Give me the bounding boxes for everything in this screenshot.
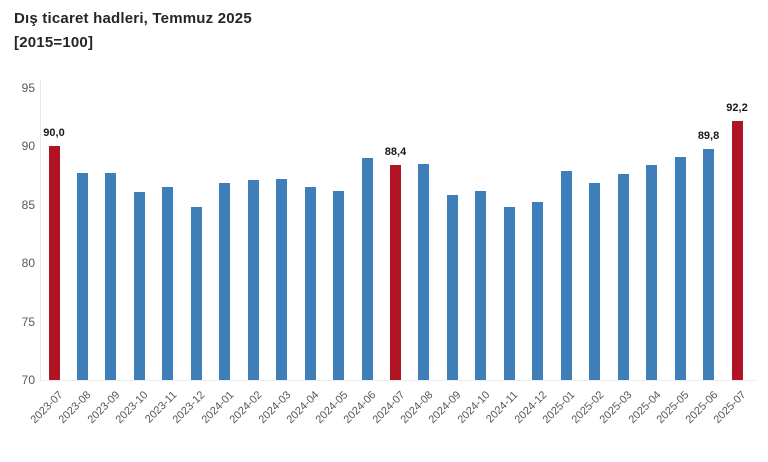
bar [674,156,686,380]
y-tick-label: 85 [21,197,35,212]
bar [361,158,373,380]
bar [76,173,88,380]
bar [105,173,117,380]
bar [731,120,743,380]
y-tick-label: 75 [21,314,35,329]
y-axis-line [40,80,41,380]
bar-value-label: 90,0 [43,127,65,140]
bar [418,163,430,380]
chart-subtitle: [2015=100] [14,34,94,51]
bar [219,182,231,380]
bar-value-label: 92,2 [726,101,748,114]
bar [162,187,174,380]
y-tick-label: 70 [21,373,35,387]
y-tick-label: 90 [21,139,35,154]
bar-value-label: 88,4 [384,146,407,159]
bar [503,207,515,380]
bar [304,187,316,380]
y-tick-label: 95 [21,81,35,95]
bar [446,195,458,380]
x-axis-line [40,380,756,381]
chart-title: Dış ticaret hadleri, Temmuz 2025 [14,10,252,27]
bar [646,165,658,380]
bar [475,190,487,380]
bar [133,191,145,380]
bar [333,190,345,380]
bar [247,180,259,380]
bar [390,165,401,380]
bar [48,146,60,380]
bar [560,170,572,380]
bar [532,202,544,380]
chart-header: Dış ticaret hadleri, Temmuz 2025 [2015=1… [14,7,252,55]
bar [703,148,715,380]
bar-value-label: 89,8 [697,129,720,142]
y-tick-label: 80 [21,256,35,271]
bar [589,182,601,380]
bar [617,174,629,380]
bar [276,179,288,380]
bar [190,207,202,380]
